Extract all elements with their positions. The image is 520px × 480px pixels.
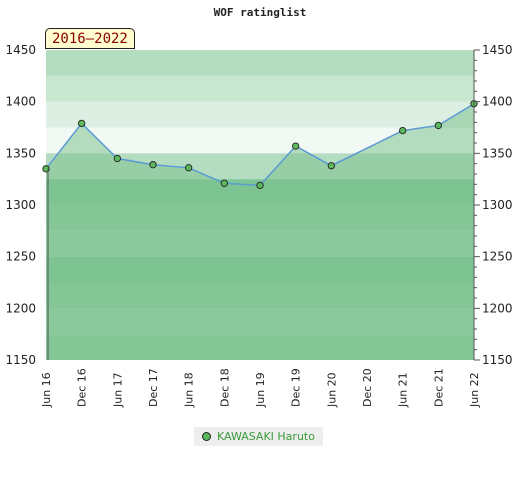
y-axis-left-ticks: 1150 1200 1250 1300 1350 1400 1450 [5, 43, 36, 367]
legend[interactable]: KAWASAKI Haruto [194, 427, 323, 446]
x-tick-label: Jun 17 [111, 372, 124, 408]
x-tick-label: Jun 16 [40, 372, 53, 408]
x-tick-label: Jun 19 [254, 372, 267, 408]
x-tick-label: Jun 22 [468, 372, 481, 408]
legend-label: KAWASAKI Haruto [217, 430, 315, 443]
data-point [149, 161, 157, 169]
x-tick-label: Dec 18 [218, 368, 231, 407]
legend-marker-icon [202, 432, 211, 441]
x-tick-label: Dec 21 [432, 368, 445, 407]
chart-title: WOF ratinglist [213, 6, 307, 19]
x-tick-label: Jun 20 [325, 372, 338, 408]
series-line [45, 103, 475, 187]
x-tick-label: Dec 20 [361, 368, 374, 407]
axis-layer [47, 49, 480, 361]
data-point [256, 181, 264, 190]
x-tick-label: Dec 19 [290, 368, 303, 407]
y-tick-label-left: 1350 [5, 146, 36, 160]
point-layer [42, 100, 478, 190]
band [46, 101, 474, 128]
y-axis-right-ticks: 1150 1200 1250 1300 1350 1400 1450 [482, 43, 513, 367]
line-layer [45, 103, 475, 187]
y-tick-label-left: 1150 [5, 353, 36, 367]
y-tick-label-right: 1200 [482, 301, 513, 315]
y-tick-label-left: 1250 [5, 250, 36, 264]
data-point [113, 154, 121, 163]
y-tick-label-right: 1250 [482, 250, 513, 264]
band [46, 75, 474, 102]
x-tick-label: Jun 18 [183, 372, 196, 408]
data-point [78, 119, 86, 128]
x-tick-label: Jun 21 [397, 372, 410, 408]
data-point [292, 142, 300, 150]
y-tick-label-right: 1400 [482, 95, 513, 109]
period-badge: 2016–2022 [45, 28, 135, 49]
data-point [399, 126, 407, 135]
y-tick-label-left: 1450 [5, 43, 36, 57]
y-tick-label-left: 1400 [5, 95, 36, 109]
data-point [220, 179, 228, 187]
y-tick-label-right: 1300 [482, 198, 513, 212]
x-tick-label: Dec 16 [76, 368, 89, 407]
band [46, 50, 474, 76]
data-point [185, 164, 193, 172]
x-axis-ticks: Jun 16 Dec 16 Jun 17 Dec 17 Jun 18 Dec 18 Jun … [40, 368, 481, 408]
y-tick-label-right: 1350 [482, 146, 513, 160]
data-point [434, 121, 442, 130]
y-tick-label-left: 1300 [5, 198, 36, 212]
y-tick-label-left: 1200 [5, 301, 36, 315]
x-tick-label: Dec 17 [147, 368, 160, 407]
y-tick-label-right: 1150 [482, 353, 513, 367]
data-point [327, 162, 335, 170]
y-tick-label-right: 1450 [482, 43, 513, 57]
